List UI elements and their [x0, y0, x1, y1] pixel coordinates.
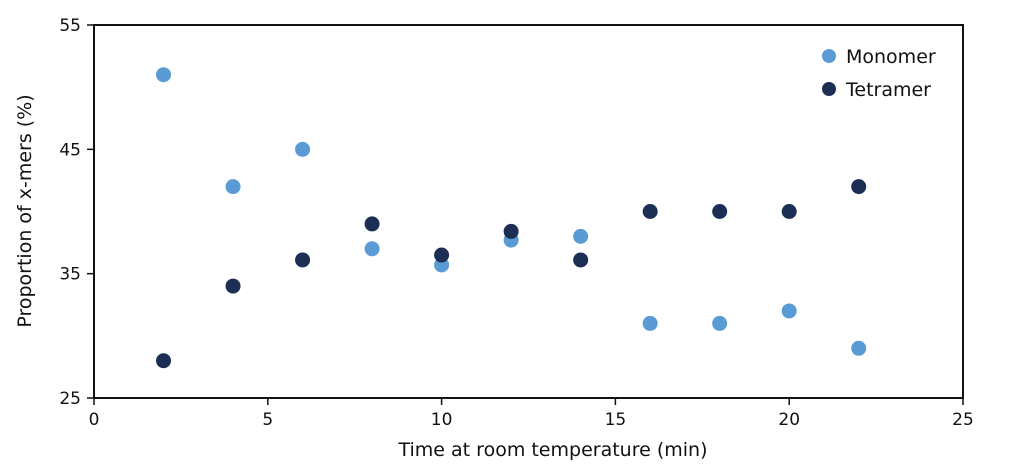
tetramer-point — [225, 278, 241, 294]
y-tick-label: 55 — [59, 16, 81, 36]
x-tick-label: 10 — [431, 410, 453, 430]
legend-label-monomer: Monomer — [846, 46, 936, 68]
tetramer-point — [156, 353, 172, 369]
x-tick-label: 0 — [89, 410, 100, 430]
tetramer-point — [503, 223, 519, 239]
monomer-point — [573, 228, 589, 244]
tetramer-point — [434, 247, 450, 263]
monomer-point — [851, 340, 867, 356]
tetramer-point — [642, 204, 658, 219]
x-tick-label: 15 — [605, 410, 627, 430]
x-tick-label: 25 — [952, 410, 974, 430]
tetramer-point — [781, 204, 797, 219]
tetramer-point — [851, 179, 867, 195]
monomer-point — [225, 179, 241, 195]
data-points — [156, 67, 867, 369]
monomer-point — [295, 141, 311, 157]
tetramer-point — [295, 252, 311, 268]
monomer-point — [712, 315, 728, 331]
legend-marker-monomer — [822, 49, 836, 63]
monomer-point — [781, 303, 797, 319]
monomer-point — [642, 315, 658, 331]
tetramer-point — [573, 252, 589, 268]
tetramer-point — [364, 216, 380, 232]
y-tick-label: 25 — [59, 389, 81, 409]
tetramer-point — [712, 204, 728, 219]
x-tick-label: 5 — [262, 410, 273, 430]
legend-marker-tetramer — [822, 82, 836, 96]
plot-area-frame — [93, 24, 964, 399]
legend-label-tetramer: Tetramer — [845, 79, 931, 101]
monomer-point — [156, 67, 172, 83]
monomer-point — [364, 241, 380, 257]
y-tick-label: 35 — [59, 265, 81, 285]
y-axis-title: Proportion of x-mers (%) — [14, 94, 36, 327]
x-axis-title: Time at room temperature (min) — [398, 439, 708, 461]
axis-ticks: 0 5 10 15 20 25 25 35 45 55 — [59, 16, 973, 430]
x-tick-label: 20 — [778, 410, 800, 430]
y-tick-label: 45 — [59, 140, 81, 160]
legend: Monomer Tetramer — [822, 46, 936, 101]
